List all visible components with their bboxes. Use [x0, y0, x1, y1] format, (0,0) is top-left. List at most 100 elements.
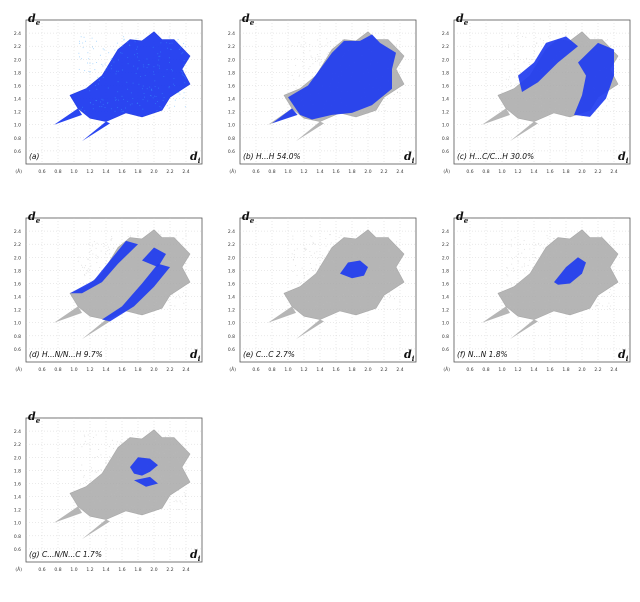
texture-point [117, 485, 119, 487]
texture-point [97, 76, 99, 78]
y-tick-label: 1.4 [14, 295, 21, 301]
y-tick-label: 1.8 [442, 70, 449, 76]
texture-point [525, 36, 527, 38]
texture-point [120, 493, 122, 495]
texture-point [158, 87, 160, 89]
texture-point [155, 439, 157, 441]
texture-point [174, 85, 176, 87]
texture-point [572, 285, 574, 287]
texture-point [143, 509, 145, 511]
texture-point [163, 97, 165, 99]
texture-point [612, 100, 614, 102]
texture-point [87, 443, 89, 445]
texture-point [301, 36, 303, 38]
texture-point [588, 274, 590, 276]
texture-point [556, 89, 558, 91]
texture-point [96, 300, 98, 302]
texture-point [165, 495, 167, 497]
texture-point [340, 297, 342, 299]
texture-point [184, 494, 186, 496]
texture-point [511, 293, 513, 295]
texture-point [359, 300, 361, 302]
texture-point [326, 53, 328, 55]
texture-point [140, 476, 142, 478]
texture-point [524, 272, 526, 274]
de-axis-label: de [242, 12, 255, 27]
texture-point [301, 46, 303, 48]
x-tick-labels: (Å) 0.6 0.8 1.0 1.2 1.4 1.6 1.8 2.0 2.2 2.4 [229, 366, 403, 373]
texture-point [518, 253, 520, 255]
texture-point [109, 279, 111, 281]
texture-point [96, 40, 98, 42]
texture-point [291, 281, 293, 283]
texture-point [155, 287, 157, 289]
x-tick-label: 1.8 [562, 169, 569, 175]
texture-point [509, 281, 511, 283]
texture-point [153, 304, 155, 306]
texture-point [612, 249, 614, 251]
unit-label: (Å) [229, 366, 236, 373]
texture-point [126, 504, 128, 506]
texture-point [93, 48, 95, 50]
texture-point [330, 41, 332, 43]
texture-point [97, 255, 99, 257]
texture-point [178, 92, 180, 94]
texture-point [554, 107, 556, 109]
x-tick-label: 2.4 [610, 367, 617, 373]
texture-point [533, 270, 535, 272]
texture-point [166, 105, 168, 107]
texture-point [84, 440, 86, 442]
y-tick-label: 0.6 [14, 149, 21, 155]
unit-label: (Å) [229, 168, 236, 175]
texture-point [107, 303, 109, 305]
texture-point [575, 296, 577, 298]
texture-point [556, 265, 558, 267]
texture-point [132, 480, 134, 482]
highlight-patch [70, 240, 138, 294]
texture-point [560, 251, 562, 253]
y-tick-label: 0.8 [14, 534, 21, 540]
texture-point [126, 260, 128, 262]
texture-point [153, 73, 155, 75]
texture-point [580, 284, 582, 286]
texture-point [121, 111, 123, 113]
texture-point [148, 235, 150, 237]
texture-point [572, 241, 574, 243]
texture-point [102, 76, 104, 78]
texture-point [112, 496, 114, 498]
texture-point [81, 106, 83, 108]
texture-point [316, 54, 318, 56]
texture-point [181, 474, 183, 476]
texture-point [534, 257, 536, 259]
texture-point [529, 88, 531, 90]
texture-point [118, 59, 120, 61]
texture-point [146, 302, 148, 304]
texture-point [135, 507, 137, 509]
fingerprint-spike [54, 108, 82, 125]
y-tick-label: 1.2 [14, 508, 21, 514]
y-tick-label: 0.8 [14, 136, 21, 142]
texture-point [514, 237, 516, 239]
texture-point [396, 261, 398, 263]
texture-point [183, 292, 185, 294]
texture-point [104, 69, 106, 71]
x-tick-label: 1.2 [514, 169, 521, 175]
texture-point [594, 241, 596, 243]
texture-point [159, 106, 161, 108]
texture-point [167, 47, 169, 49]
texture-point [381, 258, 383, 260]
texture-point [175, 259, 177, 261]
x-tick-label: 0.8 [482, 367, 489, 373]
texture-point [94, 69, 96, 71]
texture-point [545, 308, 547, 310]
texture-point [562, 285, 564, 287]
x-tick-label: 0.6 [38, 367, 45, 373]
texture-point [120, 52, 122, 54]
texture-point [177, 457, 179, 459]
texture-point [152, 97, 154, 99]
texture-point [86, 269, 88, 271]
texture-point [140, 259, 142, 261]
texture-point [525, 97, 527, 99]
texture-point [601, 236, 603, 238]
texture-point [147, 64, 149, 66]
